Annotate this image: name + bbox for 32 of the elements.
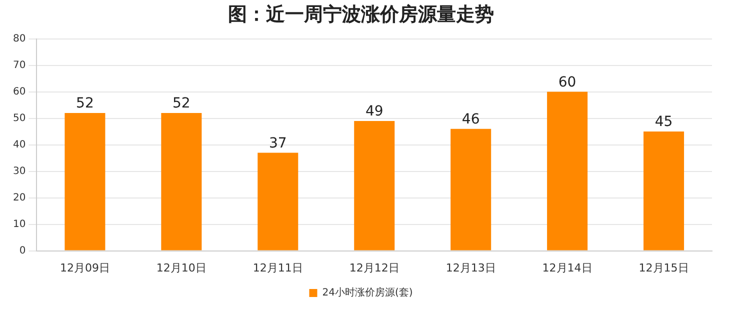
data-label: 52 (76, 96, 94, 112)
bar (354, 120, 395, 250)
y-tick-label: 0 (19, 245, 26, 256)
bar (450, 128, 492, 250)
x-tick-label: 12月15日 (638, 261, 689, 274)
y-tick-label: 30 (12, 166, 26, 177)
y-tick-label: 50 (12, 112, 26, 124)
data-label: 37 (268, 135, 287, 152)
y-tick-label: 80 (12, 33, 26, 44)
data-label: 45 (654, 114, 673, 130)
bar (161, 113, 202, 250)
chart-title: 图：近一周宁波涨价房源量走势 (228, 3, 494, 26)
bar (547, 92, 588, 250)
x-tick-label: 12月12日 (349, 261, 400, 274)
bar (64, 113, 106, 250)
y-tick-label: 40 (12, 139, 26, 150)
y-tick-label: 70 (12, 60, 26, 71)
y-tick-label: 60 (12, 86, 26, 98)
data-label: 49 (365, 104, 384, 120)
data-label: 60 (558, 74, 576, 90)
y-tick-label: 10 (12, 218, 26, 230)
bar (258, 152, 298, 250)
y-tick-label: 20 (12, 192, 26, 204)
x-tick-label: 12月13日 (446, 261, 496, 274)
x-tick-label: 12月14日 (542, 261, 592, 274)
bar (644, 132, 684, 250)
x-tick-label: 12月09日 (60, 261, 110, 274)
x-tick-label: 12月11日 (252, 261, 303, 274)
data-label: 46 (462, 112, 480, 128)
legend-label: 24小时涨价房源(套) (322, 286, 413, 299)
x-tick-label: 12月10日 (156, 261, 206, 274)
data-label: 52 (172, 96, 190, 112)
